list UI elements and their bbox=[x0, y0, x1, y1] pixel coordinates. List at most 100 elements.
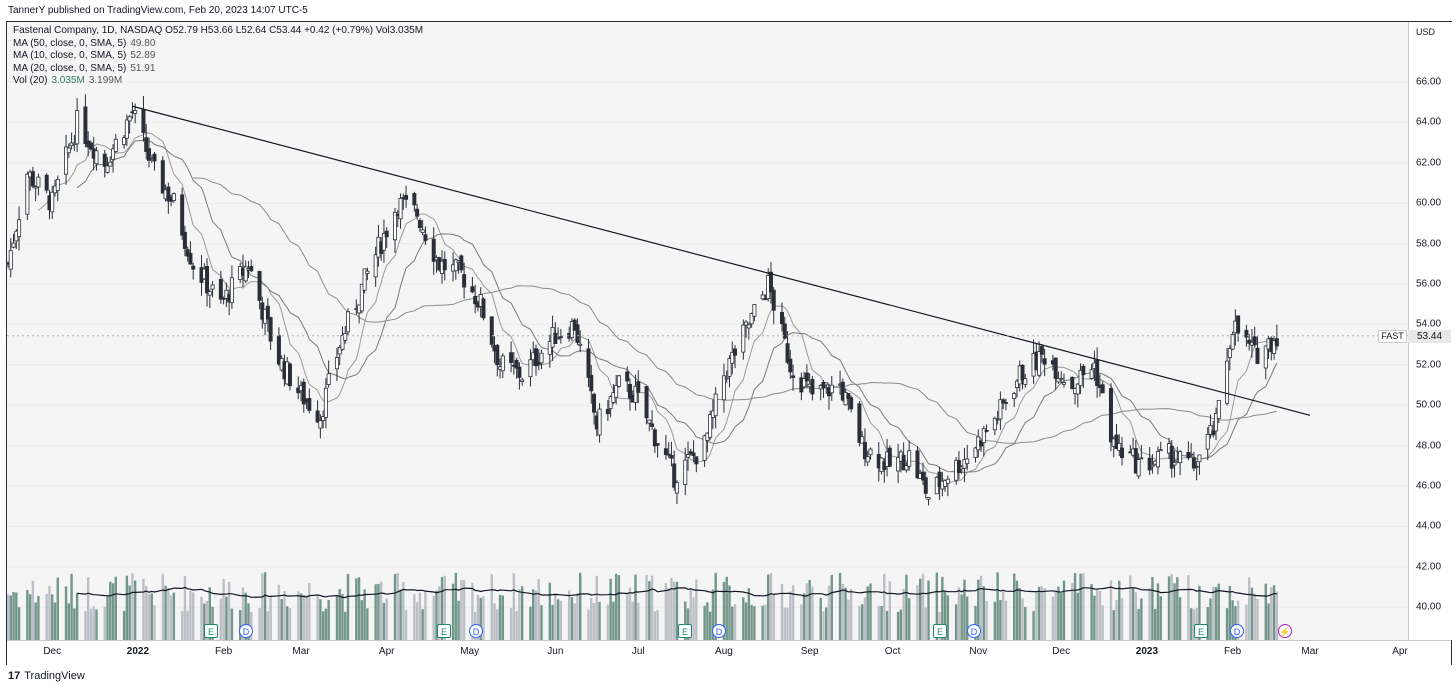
volume-bar bbox=[1129, 575, 1132, 640]
volume-bar bbox=[573, 603, 576, 640]
volume-bar bbox=[509, 608, 513, 640]
candle-body bbox=[721, 375, 726, 401]
plot-area[interactable] bbox=[7, 22, 1408, 640]
candle-body bbox=[11, 242, 16, 248]
volume-bar bbox=[462, 579, 466, 640]
x-tick-label: 2023 bbox=[1135, 646, 1159, 657]
volume-bar bbox=[28, 594, 32, 640]
volume-bar bbox=[7, 594, 10, 640]
candle-body bbox=[672, 463, 677, 488]
volume-bar bbox=[650, 575, 654, 640]
volume-bar bbox=[844, 587, 847, 640]
volume-bar bbox=[451, 583, 455, 640]
volume-bar bbox=[905, 574, 908, 640]
candle-body bbox=[605, 408, 610, 415]
candle-body bbox=[1158, 449, 1163, 452]
earnings-icon[interactable]: E bbox=[678, 624, 692, 638]
volume-bar bbox=[1054, 590, 1057, 640]
ma20-line bbox=[76, 139, 1278, 473]
volume-bar bbox=[440, 577, 444, 640]
volume-bar bbox=[985, 600, 988, 640]
volume-bar bbox=[1098, 590, 1102, 640]
candle-body bbox=[431, 238, 436, 262]
volume-bar bbox=[1187, 574, 1190, 640]
candle-body bbox=[788, 358, 793, 373]
volume-bar bbox=[219, 598, 223, 640]
volume-bar bbox=[106, 595, 109, 640]
volume-bar bbox=[244, 592, 247, 640]
candle-body bbox=[633, 385, 638, 403]
x-tick-label: Nov bbox=[969, 646, 988, 657]
volume-bar bbox=[598, 602, 601, 640]
ma50-line bbox=[193, 177, 1277, 444]
lightning-icon[interactable]: ⚡ bbox=[1278, 624, 1292, 638]
volume-bar bbox=[476, 594, 480, 640]
candle-body bbox=[1272, 340, 1277, 354]
dividend-icon[interactable]: D bbox=[712, 624, 726, 638]
candle-body bbox=[666, 453, 671, 456]
volume-bar bbox=[363, 589, 366, 640]
candle-body bbox=[741, 324, 746, 353]
candle-body bbox=[210, 284, 215, 290]
volume-bar bbox=[413, 594, 416, 640]
earnings-icon[interactable]: E bbox=[204, 624, 218, 638]
volume-bar bbox=[1206, 606, 1209, 640]
volume-bar bbox=[1101, 605, 1104, 640]
candle-body bbox=[1117, 443, 1122, 451]
volume-bar bbox=[125, 575, 129, 640]
candle-body bbox=[398, 197, 403, 220]
volume-bar bbox=[266, 611, 270, 640]
candle-body bbox=[860, 436, 865, 444]
volume-bar bbox=[64, 586, 68, 640]
volume-bar bbox=[590, 598, 593, 640]
candle-body bbox=[763, 298, 768, 301]
volume-bar bbox=[377, 583, 380, 640]
candle-body bbox=[337, 347, 342, 355]
volume-bar bbox=[916, 585, 919, 640]
candle-body bbox=[384, 230, 389, 238]
price-chart[interactable] bbox=[7, 22, 1408, 640]
candle-body bbox=[249, 266, 254, 272]
earnings-icon[interactable]: E bbox=[437, 624, 451, 638]
legend-ma50-value: 49.80 bbox=[130, 37, 156, 49]
volume-bar bbox=[614, 573, 618, 640]
dividend-icon[interactable]: D bbox=[469, 624, 483, 638]
candle-body bbox=[804, 372, 809, 382]
candle-body bbox=[1211, 430, 1216, 436]
volume-bar bbox=[404, 610, 408, 640]
candle-body bbox=[1189, 453, 1194, 456]
volume-bar bbox=[302, 594, 305, 640]
candle-body bbox=[746, 324, 751, 329]
volume-bar bbox=[147, 594, 151, 640]
candle-body bbox=[824, 382, 829, 386]
volume-bar bbox=[1109, 580, 1113, 640]
dividend-icon[interactable]: D bbox=[967, 624, 981, 638]
candle-body bbox=[744, 321, 749, 326]
earnings-icon[interactable]: E bbox=[933, 624, 947, 638]
volume-bar bbox=[1040, 586, 1044, 640]
x-tick-label: Aug bbox=[715, 646, 733, 657]
candle-body bbox=[423, 234, 428, 241]
earnings-icon[interactable]: E bbox=[1194, 624, 1208, 638]
dividend-icon[interactable]: D bbox=[239, 624, 253, 638]
y-tick-label: 42.00 bbox=[1416, 561, 1442, 573]
candle-body bbox=[802, 378, 807, 388]
ma10-line bbox=[38, 132, 1278, 484]
x-tick-label: Sep bbox=[800, 646, 819, 657]
x-tick-label: Oct bbox=[884, 646, 901, 657]
volume-bar bbox=[128, 585, 131, 640]
tradingview-brand[interactable]: 17 TradingView bbox=[8, 670, 85, 682]
candle-body bbox=[229, 277, 234, 304]
candle-body bbox=[122, 137, 127, 145]
candle-body bbox=[981, 428, 986, 444]
volume-bar bbox=[53, 602, 57, 640]
volume-bar bbox=[1245, 604, 1248, 640]
time-axis[interactable] bbox=[7, 640, 1451, 665]
volume-bar bbox=[341, 594, 344, 640]
y-tick-label: 64.00 bbox=[1416, 116, 1442, 128]
volume-bar bbox=[592, 603, 596, 640]
volume-bar bbox=[966, 596, 969, 640]
volume-bar bbox=[515, 611, 518, 640]
candle-body bbox=[1108, 388, 1113, 443]
dividend-icon[interactable]: D bbox=[1230, 624, 1244, 638]
